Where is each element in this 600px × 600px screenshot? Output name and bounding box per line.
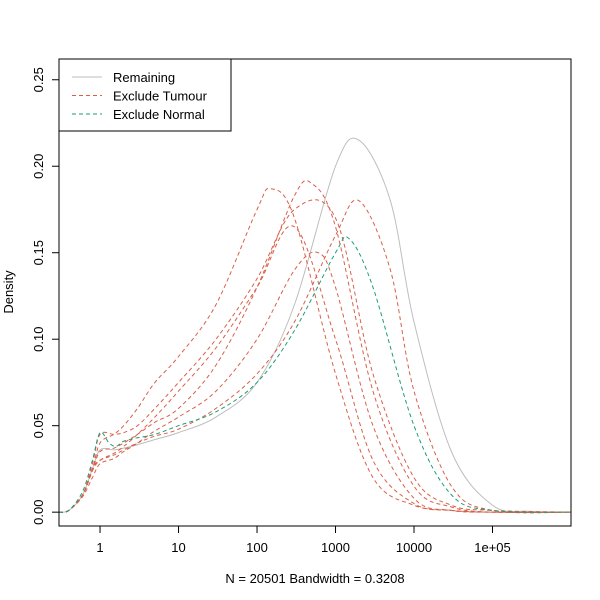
series-line-exclude-tumour — [58, 199, 572, 513]
series-layer — [58, 137, 572, 514]
x-tick-label: 10000 — [396, 540, 432, 555]
y-axis-title: Density — [1, 270, 16, 314]
x-axis-title: N = 20501 Bandwidth = 0.3208 — [225, 571, 404, 586]
x-tick-label: 1e+05 — [474, 540, 511, 555]
series-line-remaining — [58, 137, 572, 513]
y-tick-label: 0.05 — [31, 413, 46, 438]
y-tick-label: 0.00 — [31, 500, 46, 525]
series-line-exclude-tumour — [58, 251, 572, 513]
y-tick-label: 0.20 — [31, 154, 46, 179]
y-tick-label: 0.15 — [31, 240, 46, 265]
legend-label: Remaining — [113, 70, 175, 85]
x-tick-label: 1000 — [321, 540, 350, 555]
y-axis: 0.00 0.05 0.10 0.15 0.20 0.25 — [31, 67, 60, 525]
series-line-exclude-tumour — [58, 187, 572, 513]
x-tick-label: 100 — [246, 540, 268, 555]
legend: Remaining Exclude Tumour Exclude Normal — [58, 58, 232, 132]
x-axis: 1 10 100 1000 10000 1e+05 — [96, 525, 511, 555]
series-line-exclude-tumour — [58, 225, 572, 513]
series-line-exclude-tumour — [58, 199, 572, 514]
y-tick-label: 0.10 — [31, 327, 46, 352]
y-tick-label: 0.25 — [31, 67, 46, 92]
x-tick-label: 1 — [96, 540, 103, 555]
series-line-exclude-tumour — [58, 180, 572, 514]
legend-label: Exclude Normal — [113, 107, 205, 122]
legend-label: Exclude Tumour — [113, 89, 208, 104]
series-line-exclude-normal — [58, 235, 572, 513]
x-tick-label: 10 — [171, 540, 185, 555]
